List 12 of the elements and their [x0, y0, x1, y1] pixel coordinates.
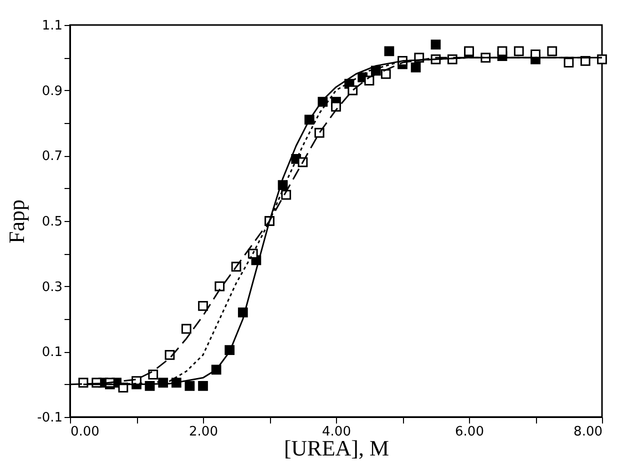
y-tick-label: 0.7 [42, 149, 62, 164]
y-tick-label: 0.9 [42, 84, 62, 99]
y-tick-label: -0.1 [37, 410, 62, 426]
y-tick-label: 1.1 [42, 18, 62, 34]
y-axis-title: Fapp [4, 200, 30, 244]
y-tick-label: 0.3 [42, 280, 62, 295]
x-tick-label: 6.00 [455, 424, 484, 440]
y-tick-label: 0.5 [42, 214, 62, 230]
x-tick-label: 8.00 [574, 424, 602, 440]
x-tick-label: 0.00 [70, 424, 100, 440]
y-tick-label: 0.1 [42, 345, 62, 360]
x-tick-label: 2.00 [189, 424, 218, 440]
